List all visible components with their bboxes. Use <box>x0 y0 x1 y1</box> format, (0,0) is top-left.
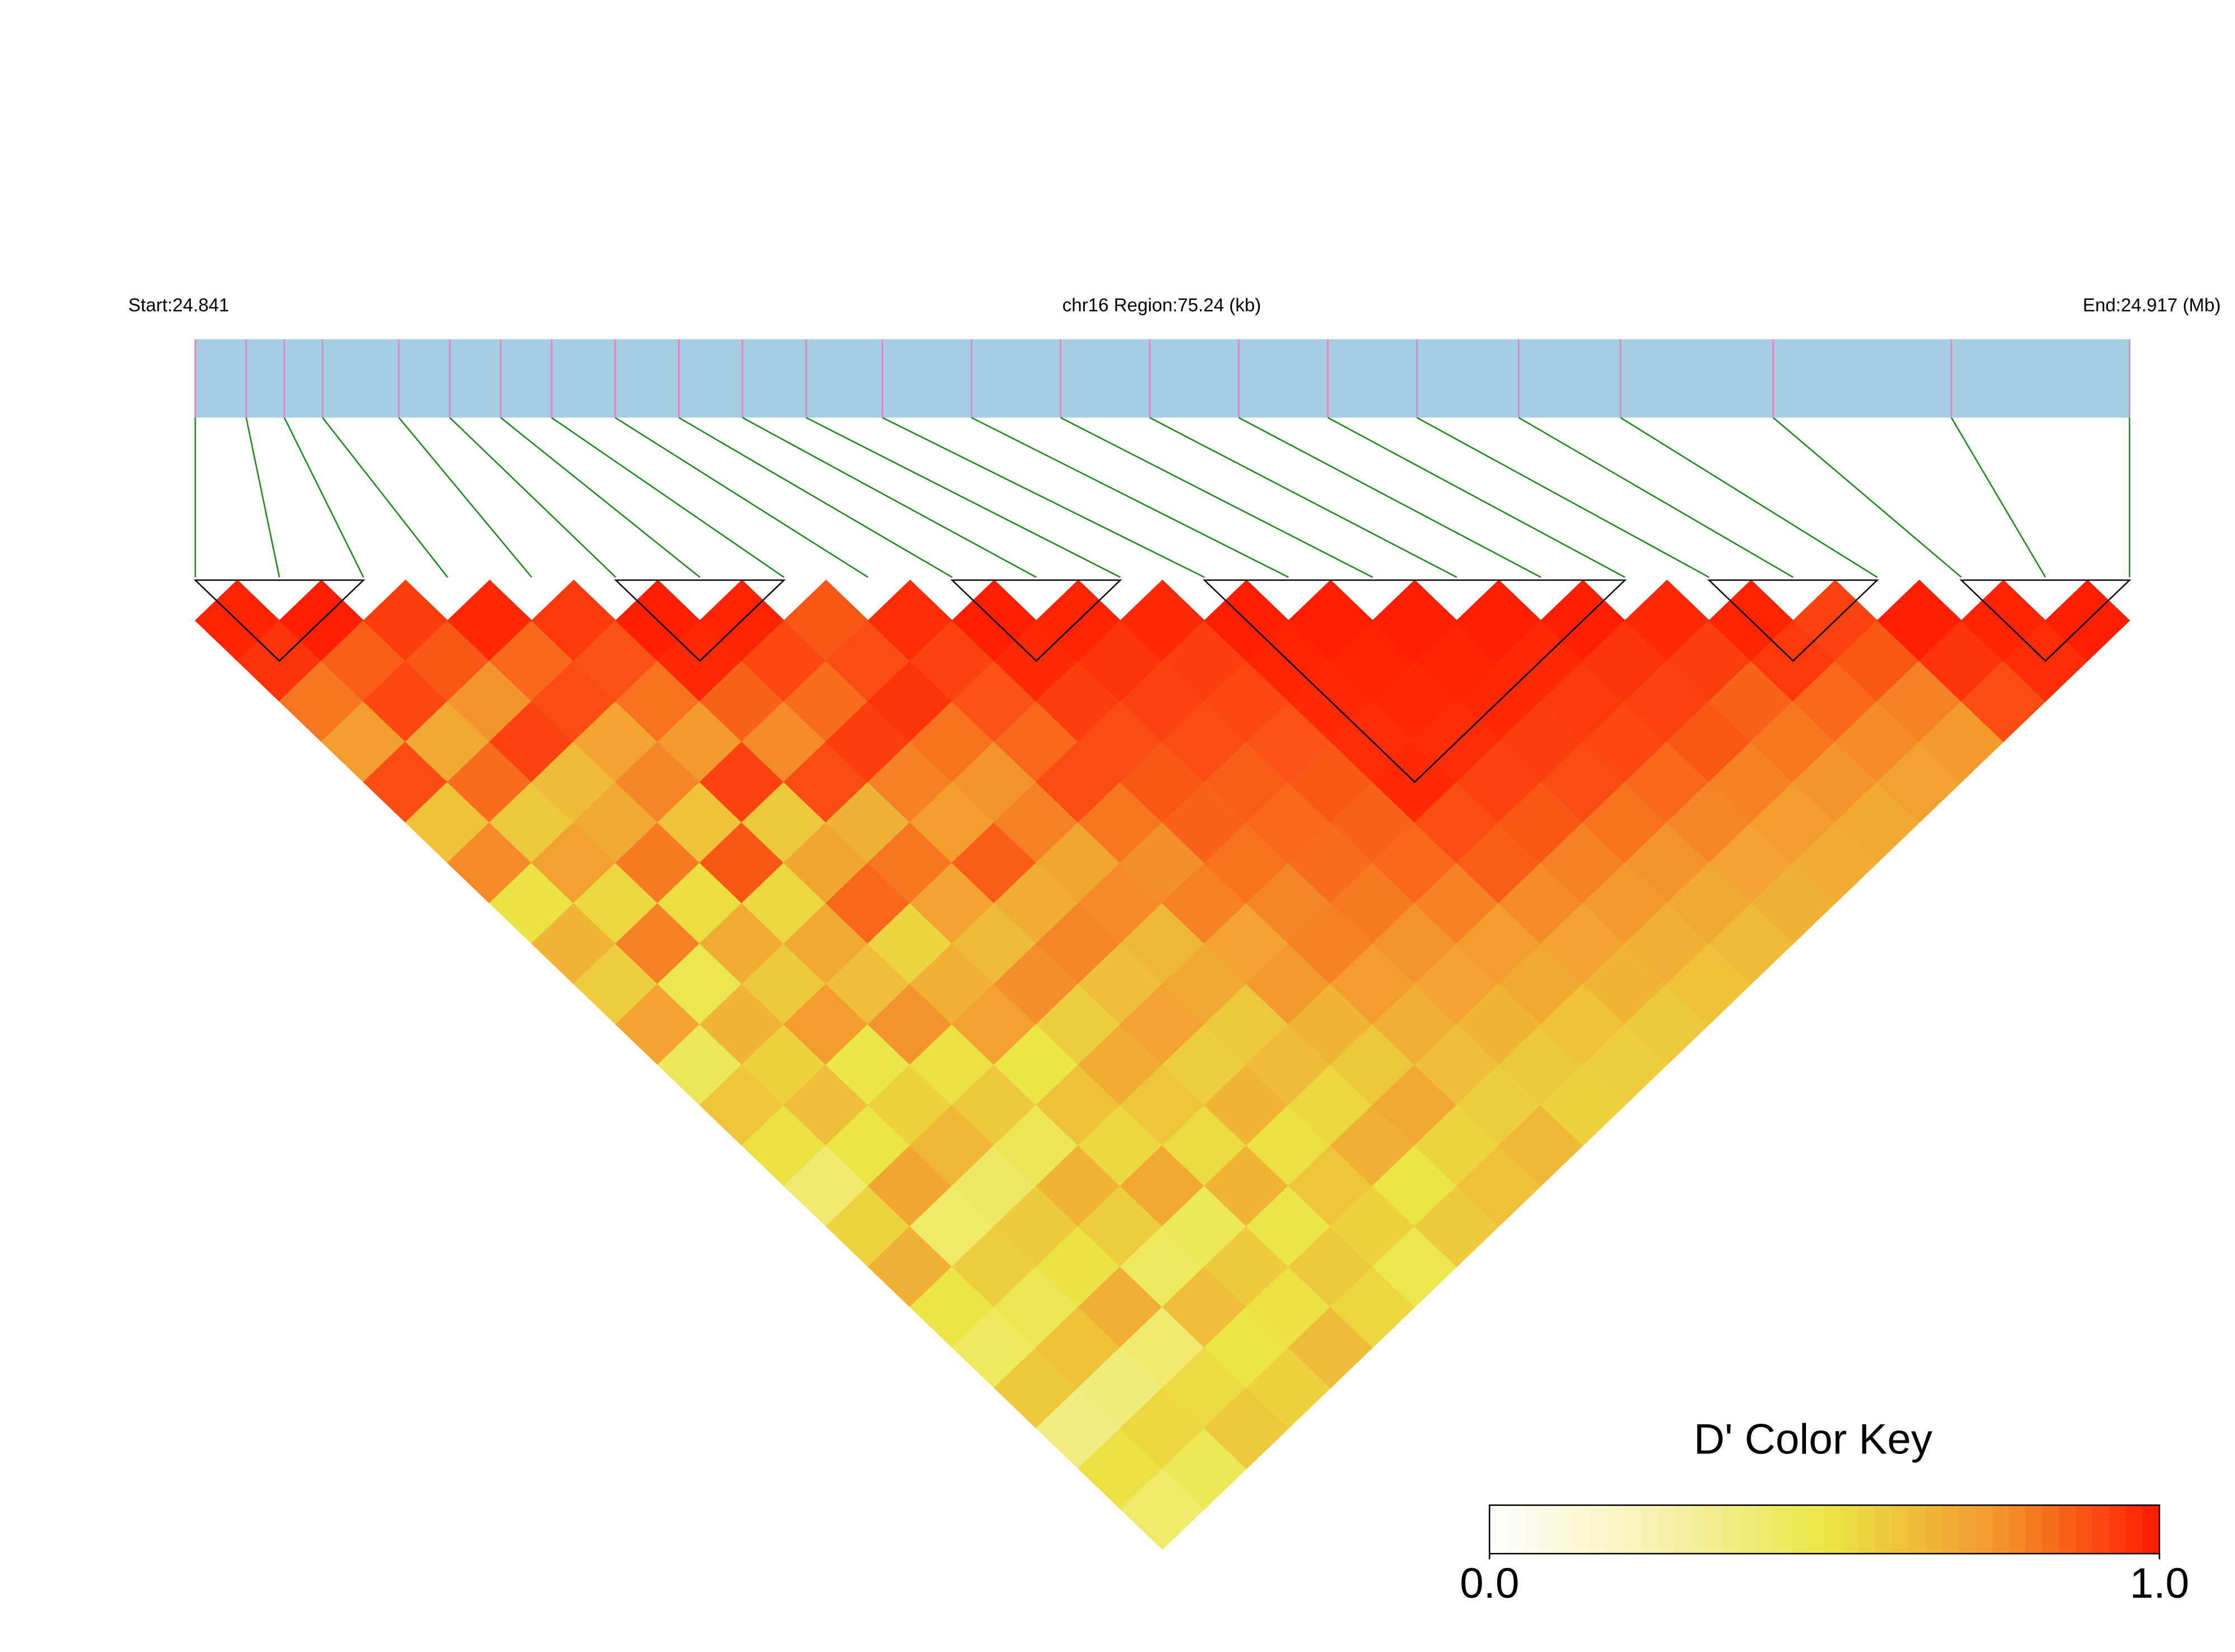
snp-link <box>1950 417 2046 578</box>
snp-link <box>1149 417 1457 578</box>
colorbar-step <box>1623 1505 1641 1554</box>
colorbar-step <box>1774 1505 1792 1554</box>
colorbar-step <box>2059 1505 2077 1554</box>
region-bar <box>195 339 2130 418</box>
colorbar-step <box>1640 1505 1658 1554</box>
snp-link <box>500 417 700 578</box>
colorbar-step <box>1724 1505 1742 1554</box>
colorbar-step <box>1808 1505 1825 1554</box>
colorbar-step <box>1740 1505 1758 1554</box>
colorbar-frame <box>1489 1504 2161 1555</box>
snp-link <box>806 417 1121 578</box>
colorbar-step <box>1791 1505 1809 1554</box>
region-label: chr16 Region:75.24 (kb) <box>1062 295 1261 316</box>
snp-link <box>678 417 953 578</box>
colorbar-step <box>1992 1505 2010 1554</box>
colorbar-title: D' Color Key <box>1694 1416 1933 1463</box>
snp-link <box>245 417 280 578</box>
colorbar-step <box>2143 1505 2160 1554</box>
snp-link <box>398 417 533 578</box>
snp-link <box>1238 417 1541 578</box>
haplotype-block <box>1202 579 1627 783</box>
snp-link <box>1620 417 1878 578</box>
end-label: End:24.917 (Mb) <box>2083 295 2221 316</box>
colorbar-step <box>2008 1505 2026 1554</box>
colorbar-step <box>1556 1505 1574 1554</box>
colorbar-step <box>1858 1505 1875 1554</box>
colorbar-step <box>1523 1505 1541 1554</box>
colorbar-step <box>2092 1505 2110 1554</box>
colorbar-step <box>1975 1505 1993 1554</box>
snp-link <box>1772 417 1962 578</box>
colorbar-step <box>1690 1505 1708 1554</box>
colorbar-step <box>1908 1505 1926 1554</box>
snp-link <box>1327 417 1626 578</box>
snp-link <box>284 417 364 578</box>
snp-link <box>551 417 785 578</box>
haplotype-block <box>193 579 365 662</box>
colorbar-step <box>1841 1505 1858 1554</box>
colorbar-step <box>1540 1505 1557 1554</box>
colorbar-step <box>1925 1505 1942 1554</box>
colorbar-step <box>1506 1505 1524 1554</box>
colorbar-step <box>1891 1505 1909 1554</box>
colorbar-tick-label: 1.0 <box>2130 1560 2189 1607</box>
colorbar-step <box>2042 1505 2060 1554</box>
snp-link <box>742 417 1037 578</box>
colorbar-step <box>1489 1505 1507 1554</box>
colorbar-step <box>1958 1505 1976 1554</box>
colorbar-step <box>1875 1505 1892 1554</box>
colorbar-step <box>1824 1505 1842 1554</box>
start-label: Start:24.841 <box>128 295 229 316</box>
snp-link <box>1417 417 1710 578</box>
snp-link <box>1060 417 1373 578</box>
haplotype-block <box>614 579 786 662</box>
colorbar-step <box>2076 1505 2093 1554</box>
colorbar-step <box>1941 1505 1959 1554</box>
colorbar-step <box>1657 1505 1674 1554</box>
colorbar-step <box>1590 1505 1607 1554</box>
haplotype-block <box>1707 579 1879 662</box>
colorbar-step <box>1757 1505 1775 1554</box>
colorbar-step <box>2109 1505 2126 1554</box>
colorbar-step <box>1673 1505 1691 1554</box>
colorbar-tick-label: 0.0 <box>1460 1560 1519 1607</box>
snp-link <box>614 417 869 578</box>
colorbar-step <box>2126 1505 2143 1554</box>
snp-link <box>882 417 1205 578</box>
colorbar-step <box>1707 1505 1725 1554</box>
colorbar-step <box>2025 1505 2043 1554</box>
colorbar-step <box>1573 1505 1591 1554</box>
snp-link <box>449 417 617 578</box>
haplotype-block <box>1959 579 2132 662</box>
snp-link <box>1518 417 1794 578</box>
colorbar-step <box>1607 1505 1624 1554</box>
snp-link <box>322 417 449 578</box>
snp-link <box>971 417 1289 578</box>
haplotype-block <box>950 579 1122 662</box>
